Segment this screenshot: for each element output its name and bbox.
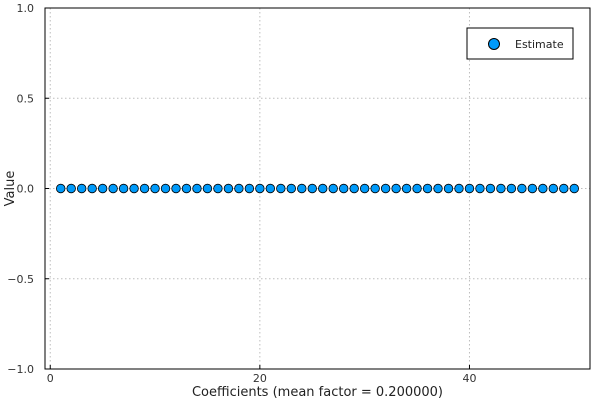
data-point [359, 183, 370, 194]
data-point [422, 183, 433, 194]
data-point [464, 183, 475, 194]
data-point [433, 183, 443, 194]
data-point [391, 183, 401, 194]
x-tick-label: 20 [253, 372, 267, 385]
data-point [517, 183, 527, 194]
data-point [76, 183, 87, 194]
data-point [223, 183, 234, 194]
axis-ticks: 0 20 40 1.0 0.5 0.0 −0.5 −1.0 [7, 2, 476, 385]
data-point [171, 183, 181, 194]
y-axis-label: Value [3, 171, 18, 207]
data-point [475, 183, 485, 194]
data-point [213, 183, 223, 194]
data-point [380, 183, 391, 194]
x-tick-label: 40 [462, 372, 476, 385]
data-point [139, 183, 150, 194]
data-point [496, 183, 506, 194]
data-point [454, 183, 464, 194]
y-tick-label: 1.0 [17, 2, 35, 15]
data-point [150, 183, 160, 194]
data-point [318, 183, 328, 194]
data-point [339, 183, 349, 194]
data-point [265, 183, 276, 194]
legend-marker [488, 38, 500, 50]
data-point [129, 183, 139, 194]
legend-box [466, 27, 574, 60]
data-point [255, 183, 265, 194]
y-tick-label: −0.5 [7, 273, 34, 286]
legend: Estimate [466, 27, 574, 60]
data-point [244, 183, 255, 194]
data-point [297, 183, 307, 194]
data-point [181, 183, 192, 194]
data-point [56, 183, 66, 194]
data-point [401, 183, 412, 194]
data-point [234, 183, 244, 194]
x-tick-label: 0 [47, 372, 54, 385]
data-point [87, 183, 97, 194]
data-point [559, 183, 569, 194]
data-point [118, 183, 129, 194]
y-tick-label: −1.0 [7, 363, 34, 376]
data-point [328, 183, 338, 194]
data-point [286, 183, 296, 194]
y-tick-label: 0.5 [17, 92, 35, 105]
data-point [506, 183, 517, 194]
data-point [97, 183, 108, 194]
data-point [202, 183, 213, 194]
data-point [548, 183, 559, 194]
data-point [412, 183, 422, 194]
data-point [527, 183, 538, 194]
y-tick-label: 0.0 [17, 183, 35, 196]
legend-label: Estimate [515, 38, 564, 51]
x-axis-label: Coefficients (mean factor = 0.200000) [192, 385, 443, 400]
data-point [485, 183, 496, 194]
data-point [370, 183, 380, 194]
data-point [160, 183, 171, 194]
data-point [538, 183, 548, 194]
data-points [56, 183, 579, 194]
data-point [108, 183, 118, 194]
data-point [569, 183, 579, 194]
data-point [192, 183, 202, 194]
data-point [349, 183, 359, 194]
data-point [307, 183, 317, 194]
data-point [66, 183, 76, 194]
data-point [443, 183, 454, 194]
data-point [276, 183, 286, 194]
